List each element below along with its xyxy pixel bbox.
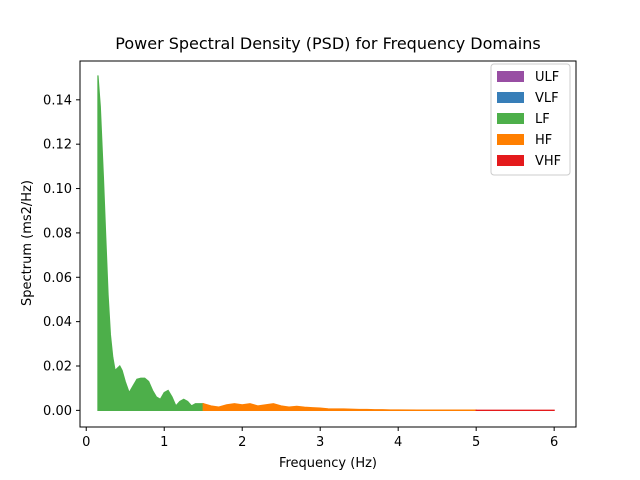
chart-title: Power Spectral Density (PSD) for Frequen…: [115, 34, 540, 53]
x-axis-label: Frequency (Hz): [279, 456, 377, 471]
x-tick-label: 6: [550, 435, 558, 450]
x-tick-label: 1: [160, 435, 168, 450]
x-tick-label: 0: [82, 435, 90, 450]
y-tick-label: 0.12: [43, 138, 72, 153]
x-tick-label: 2: [238, 435, 246, 450]
y-tick-label: 0.06: [43, 271, 72, 286]
y-axis-label: Spectrum (ms2/Hz): [20, 180, 35, 306]
x-axis-ticks: 0 1 2 3 4 5 6: [82, 427, 558, 450]
y-tick-label: 0.10: [43, 182, 72, 197]
area-lf: [97, 75, 204, 411]
x-tick-label: 5: [472, 435, 480, 450]
x-tick-label: 4: [394, 435, 402, 450]
legend-label-vhf: VHF: [535, 154, 561, 169]
plot-frame: [79, 60, 577, 428]
legend-swatch-lf: [497, 113, 524, 124]
y-tick-label: 0.02: [43, 360, 72, 375]
legend-label-ulf: ULF: [535, 70, 559, 85]
y-tick-label: 0.00: [43, 404, 72, 419]
area-hf: [202, 402, 477, 411]
y-tick-label: 0.14: [43, 93, 72, 108]
y-tick-label: 0.04: [43, 315, 72, 330]
legend-label-lf: LF: [535, 112, 550, 127]
y-axis-ticks: 0.00 0.02 0.04 0.06 0.08 0.10 0.12 0.14: [43, 93, 80, 419]
y-tick-label: 0.08: [43, 226, 72, 241]
legend-box: [490, 63, 571, 176]
legend-swatch-vlf: [497, 92, 524, 103]
x-tick-label: 3: [316, 435, 324, 450]
chart-legend: ULF VLF LF HF VHF: [490, 63, 571, 176]
area-series-group: [97, 75, 555, 411]
legend-swatch-vhf: [497, 155, 524, 166]
legend-swatch-ulf: [497, 71, 524, 82]
legend-swatch-hf: [497, 134, 524, 145]
legend-label-hf: HF: [535, 133, 552, 148]
legend-label-vlf: VLF: [535, 91, 559, 106]
